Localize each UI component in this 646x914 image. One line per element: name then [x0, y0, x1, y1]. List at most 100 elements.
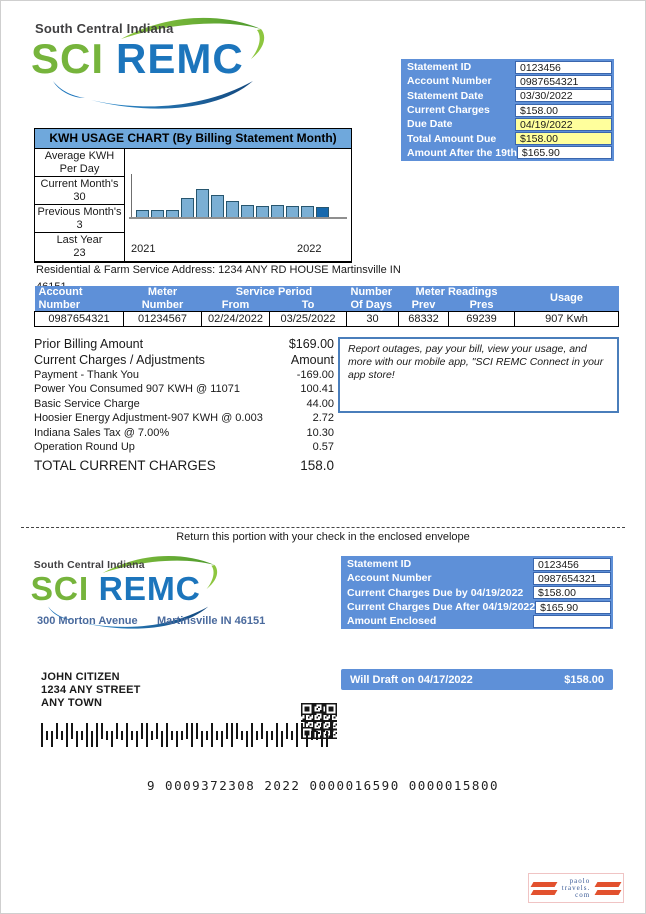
- statement-summary-box: Statement ID 0123456 Account Number 0987…: [401, 59, 614, 162]
- x-tick-2021: 2021: [131, 243, 156, 255]
- logo-brand-sci: SCI: [30, 569, 90, 608]
- adjustments-header-row: Current Charges / Adjustments Amount: [34, 353, 334, 369]
- statement-row: Statement ID 0123456: [402, 60, 613, 74]
- perforation-divider: [21, 527, 625, 528]
- customer-name: JOHN CITIZEN: [41, 671, 120, 683]
- due-by-value: $158.00: [533, 586, 611, 600]
- due-after-label: Current Charges Due After 04/19/2022: [347, 601, 536, 614]
- col-from: From: [201, 298, 270, 312]
- cell-days: 30: [346, 311, 399, 327]
- chart-plot-area: 2021 2022: [125, 149, 351, 261]
- charge-amount: 10.30: [306, 426, 334, 439]
- customer-street: 1234 ANY STREET: [41, 684, 141, 696]
- micr-scan-line: 9 0009372308 2022 0000016590 0000015800: [147, 778, 499, 793]
- stat-value: Per Day: [59, 163, 100, 175]
- charge-amount: 100.41: [300, 383, 334, 396]
- charge-amount: 2.72: [312, 412, 334, 425]
- stat-label: Current Month's: [40, 178, 119, 190]
- total-label: TOTAL CURRENT CHARGES: [34, 458, 216, 474]
- x-tick-2022: 2022: [297, 243, 322, 255]
- usage-table: Account Meter Service Period Number Mete…: [34, 286, 620, 327]
- company-street: 300 Morton Avenue: [37, 615, 138, 627]
- statement-id-label: Statement ID: [407, 61, 472, 74]
- charge-amount: 0.57: [312, 441, 334, 454]
- charge-label: Payment - Thank You: [34, 369, 139, 381]
- col-pres: Pres: [448, 298, 515, 312]
- stat-label: Average KWH: [44, 150, 115, 162]
- col-days-h1: Number: [346, 286, 399, 299]
- statement-row: Due Date 04/19/2022: [402, 117, 613, 131]
- remit-row: Statement ID 0123456: [342, 557, 612, 571]
- watermark-line: travels.: [561, 883, 591, 892]
- remit-statement-id-value: 0123456: [533, 557, 611, 571]
- prior-billing-amount: $169.00: [288, 337, 334, 351]
- statement-date-value: 03/30/2022: [515, 89, 612, 103]
- prior-billing-row: Prior Billing Amount $169.00: [34, 337, 334, 353]
- charge-item: Power You Consumed 907 KWH @ 11071 100.4…: [34, 382, 334, 396]
- cell-prev: 68332: [398, 311, 449, 327]
- company-address: 300 Morton Avenue Martinsville IN 46151: [37, 615, 265, 627]
- amount-enclosed-label: Amount Enclosed: [347, 615, 437, 628]
- charge-item: Payment - Thank You -169.00: [34, 368, 334, 382]
- logo-brand-remc: REMC: [98, 569, 201, 608]
- col-days-h2: Of Days: [346, 298, 399, 312]
- stat-last-year: Last Year 23: [35, 233, 124, 261]
- col-meter-h1: Meter: [123, 286, 202, 299]
- charge-label: Power You Consumed 907 KWH @ 11071: [34, 383, 241, 396]
- logo-swoosh-graphic: [48, 556, 218, 629]
- charge-item: Basic Service Charge 44.00: [34, 397, 334, 411]
- col-service-period: Service Period: [201, 286, 347, 299]
- statement-date-label: Statement Date: [407, 89, 484, 102]
- logo-brand-remc: REMC: [116, 35, 244, 82]
- col-account-h1: Account: [34, 286, 124, 299]
- statement-row: Statement Date 03/30/2022: [402, 89, 613, 103]
- current-charges-value: $158.00: [515, 103, 612, 117]
- due-date-label: Due Date: [407, 118, 453, 131]
- watermark-line: com: [575, 890, 591, 899]
- remit-account-value: 0987654321: [533, 571, 611, 585]
- cell-meter: 01234567: [123, 311, 202, 327]
- chart-body: Average KWH Per Day Current Month's 30 P…: [35, 149, 351, 261]
- amount-enclosed-field[interactable]: [533, 614, 611, 628]
- account-number-label: Account Number: [407, 75, 492, 88]
- total-amount-due-label: Total Amount Due: [407, 132, 497, 145]
- stat-value: 3: [76, 219, 83, 231]
- account-number-value: 0987654321: [515, 74, 612, 88]
- logo-brand-sci: SCI: [31, 35, 105, 82]
- cell-to: 03/25/2022: [269, 311, 347, 327]
- y-axis: [131, 174, 132, 218]
- remit-row: Current Charges Due After 04/19/2022 $16…: [342, 600, 612, 614]
- cell-account: 0987654321: [34, 311, 124, 327]
- sci-remc-logo: South Central Indiana SCI REMC: [29, 9, 269, 109]
- total-amount: 158.0: [300, 458, 334, 474]
- charge-label: Hoosier Energy Adjustment-907 KWH @ 0.00…: [34, 412, 263, 425]
- x-axis: [129, 217, 347, 219]
- charge-amount: -169.00: [296, 369, 334, 381]
- due-after-value: $165.90: [535, 600, 611, 614]
- charge-label: Indiana Sales Tax @ 7.00%: [34, 426, 170, 439]
- sci-remc-logo-remit: South Central Indiana SCI REMC: [29, 549, 221, 629]
- remit-row: Amount Enclosed: [342, 614, 612, 628]
- watermark-text: paolo travels. com: [561, 877, 591, 899]
- service-address-line1: Residential & Farm Service Address: 1234…: [36, 264, 401, 276]
- autodraft-notice-bar: Will Draft on 04/17/2022 $158.00: [341, 669, 613, 690]
- return-portion-note: Return this portion with your check in t…: [176, 531, 470, 543]
- remit-statement-id-label: Statement ID: [347, 558, 412, 571]
- prior-billing-label: Prior Billing Amount: [34, 337, 144, 351]
- usage-bars: [136, 189, 329, 217]
- statement-id-value: 0123456: [515, 60, 612, 74]
- remit-account-label: Account Number: [347, 572, 432, 585]
- stat-label: Last Year: [56, 234, 103, 246]
- amount-after-19th-label: Amount After the 19th: [407, 146, 517, 159]
- company-city: Martinsville IN 46151: [157, 615, 266, 627]
- draft-amount: $158.00: [564, 673, 604, 686]
- logo-swoosh-graphic: [53, 17, 265, 109]
- paolo-travels-watermark: paolo travels. com: [528, 873, 624, 903]
- col-meter-h2: Number: [123, 298, 202, 312]
- due-date-value: 04/19/2022: [515, 117, 612, 131]
- remit-row: Current Charges Due by 04/19/2022 $158.0…: [342, 586, 612, 600]
- charge-item: Operation Round Up 0.57: [34, 440, 334, 454]
- stat-label: Previous Month's: [37, 206, 122, 218]
- charges-section: Prior Billing Amount $169.00 Current Cha…: [34, 337, 334, 473]
- current-charges-label: Current Charges: [407, 104, 490, 117]
